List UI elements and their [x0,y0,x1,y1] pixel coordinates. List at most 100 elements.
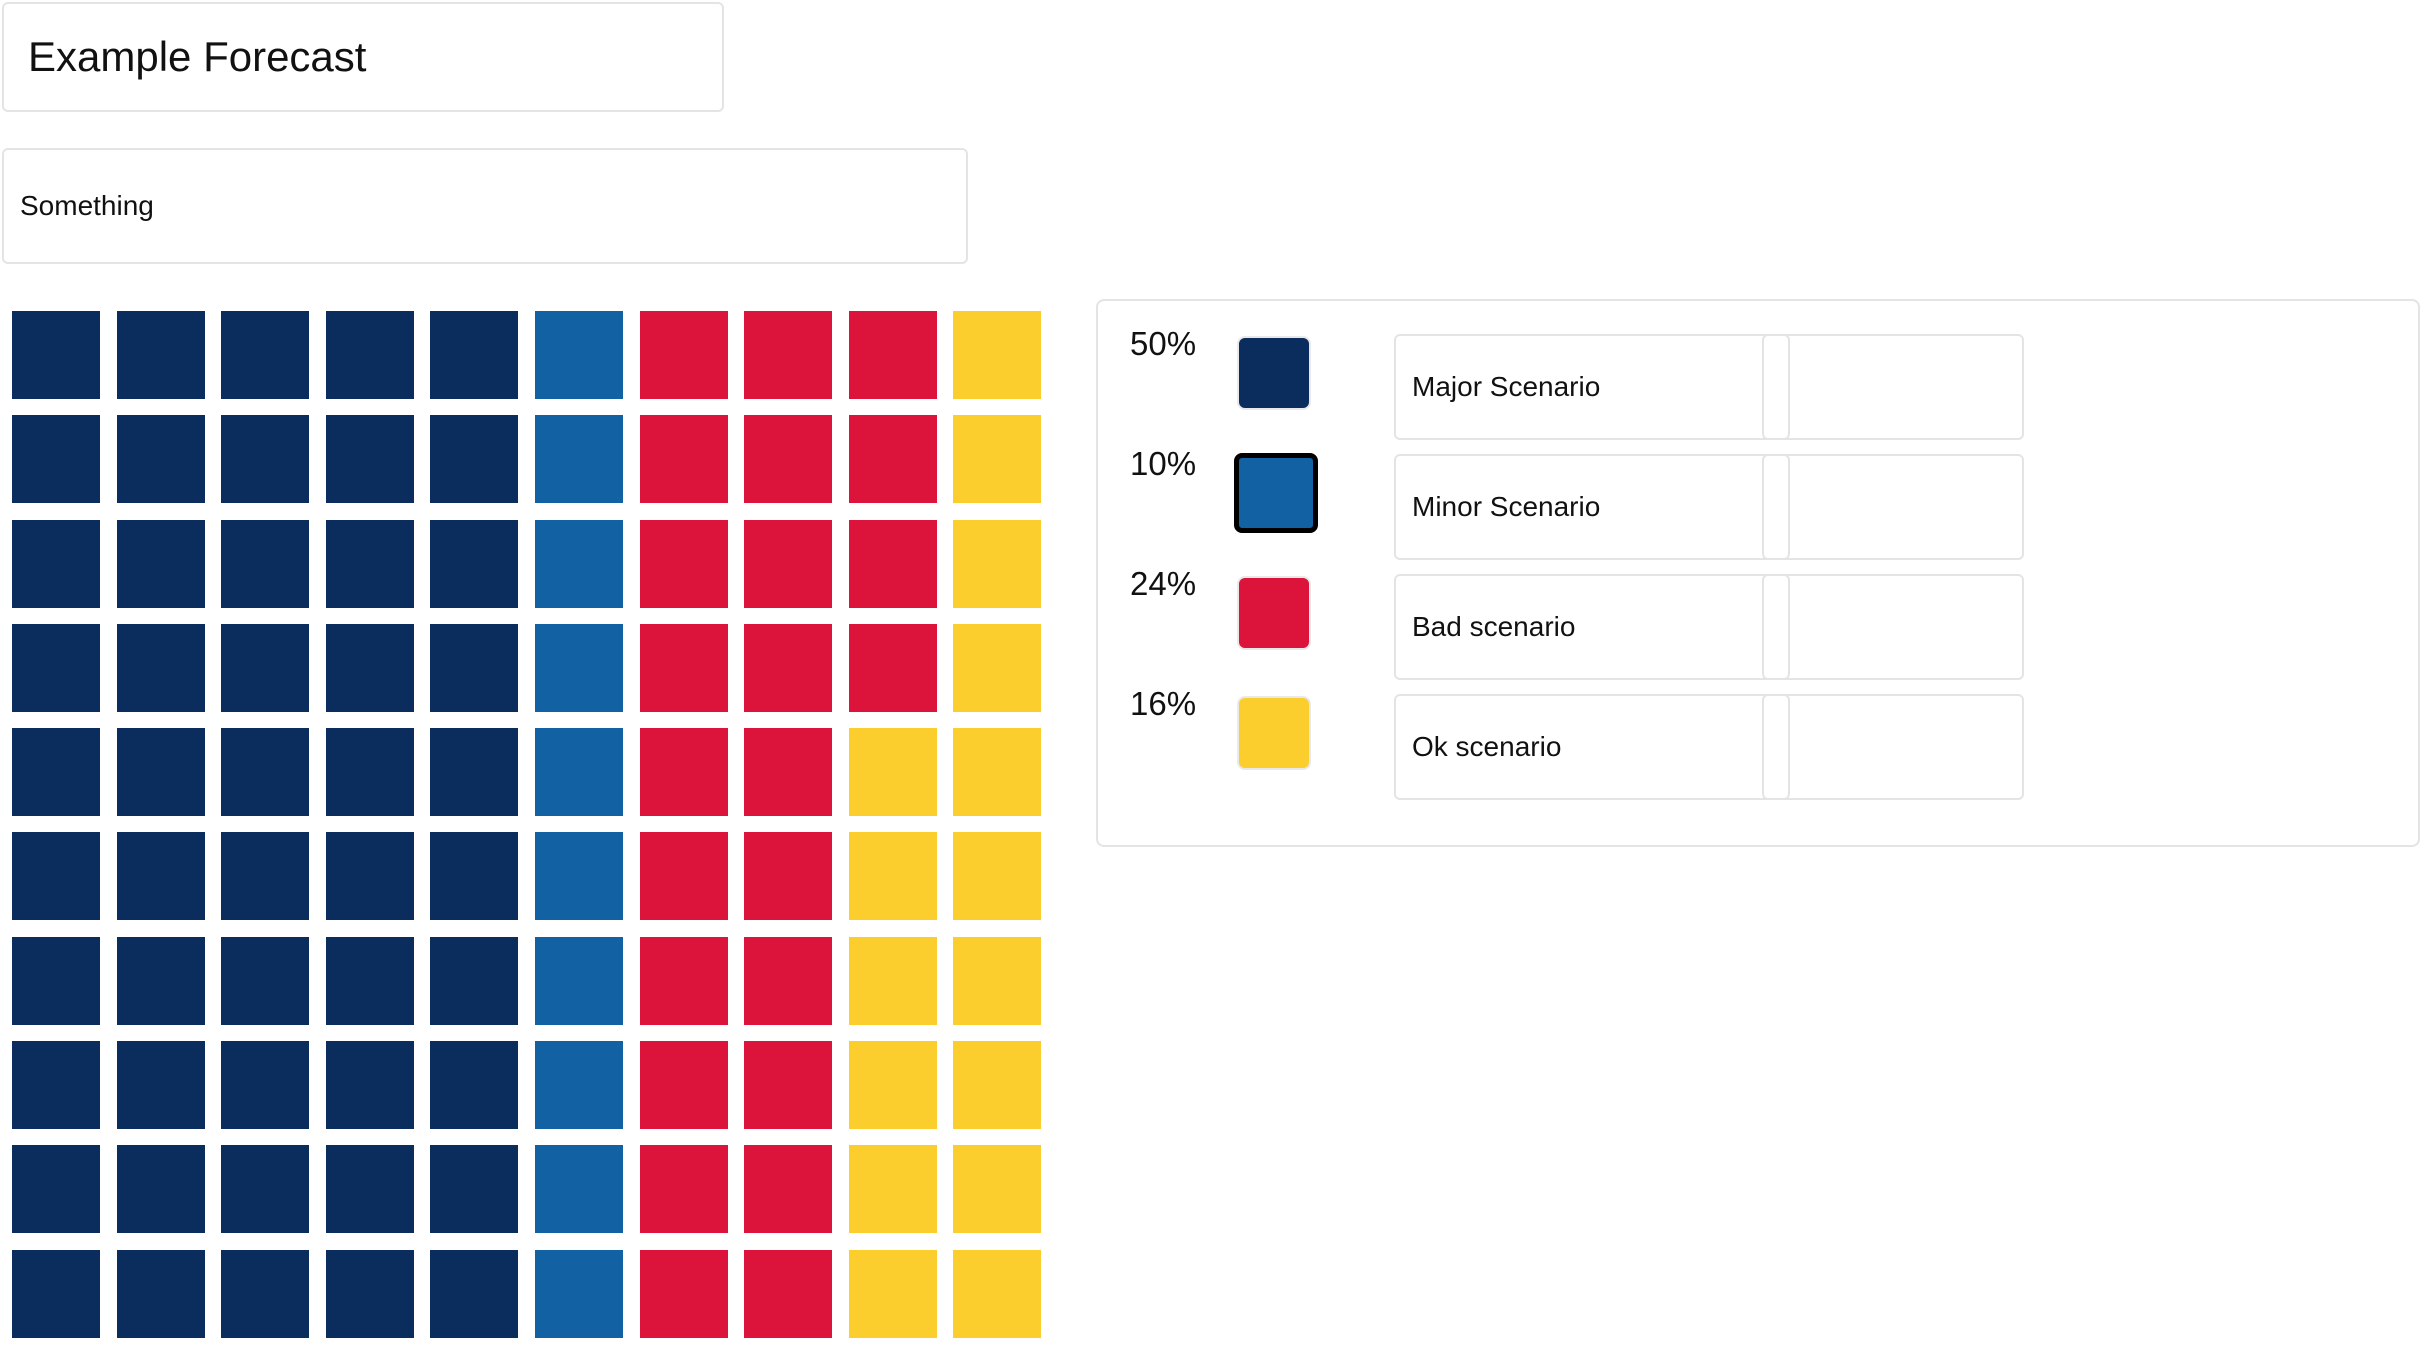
waffle-cell-ok-scenario [848,1041,937,1130]
waffle-cell-major-scenario [12,1041,100,1130]
waffle-cell-ok-scenario [953,623,1042,712]
waffle-cell-ok-scenario [953,1041,1042,1130]
waffle-cell-major-scenario [12,1249,100,1338]
waffle-cell-major-scenario [430,1145,519,1234]
scenario-name-field-bad[interactable]: Bad scenario [1394,574,2024,680]
waffle-cell-major-scenario [221,728,310,817]
waffle-cell-minor-scenario [534,623,623,712]
waffle-cell-bad-scenario [848,311,937,399]
waffle-cell-major-scenario [325,415,414,504]
waffle-cell-bad-scenario [848,519,937,608]
waffle-cell-major-scenario [325,1041,414,1130]
forecast-subtitle: Something [20,190,154,221]
waffle-cell-bad-scenario [744,1249,833,1338]
waffle-cell-major-scenario [221,1145,310,1234]
legend-row-major: 50% Major Scenario [1098,301,2418,440]
waffle-cell-bad-scenario [639,1249,728,1338]
waffle-cell-major-scenario [221,936,310,1025]
waffle-cell-major-scenario [430,1041,519,1130]
legend-percent: 10% [1130,445,1197,482]
waffle-cell-major-scenario [221,1041,310,1130]
scenario-name-field-minor[interactable]: Minor Scenario [1394,454,2024,560]
scenario-name: Major Scenario [1412,371,1601,402]
legend-row-bad: 24% Bad scenario [1098,541,2418,680]
waffle-cell-major-scenario [430,832,519,921]
waffle-cell-bad-scenario [848,415,937,504]
legend-row-minor: 10% Minor Scenario [1098,421,2418,560]
waffle-cell-major-scenario [430,936,519,1025]
waffle-cell-major-scenario [430,415,519,504]
legend-percent: 24% [1130,565,1197,602]
scenario-name: Minor Scenario [1412,491,1601,522]
waffle-cell-ok-scenario [848,832,937,921]
waffle-cell-major-scenario [221,832,310,921]
forecast-subtitle-field[interactable]: Something [2,148,968,264]
legend-percent: 50% [1130,325,1197,362]
field-divider [1762,336,1790,438]
waffle-cell-bad-scenario [639,728,728,817]
waffle-cell-major-scenario [116,311,205,399]
forecast-title-field[interactable]: Example Forecast [2,2,724,112]
waffle-cell-minor-scenario [534,519,623,608]
waffle-cell-major-scenario [116,415,205,504]
waffle-cell-major-scenario [430,1249,519,1338]
waffle-cell-ok-scenario [848,728,937,817]
waffle-cell-ok-scenario [953,936,1042,1025]
waffle-cell-major-scenario [221,623,310,712]
waffle-cell-bad-scenario [639,936,728,1025]
waffle-cell-major-scenario [325,1145,414,1234]
color-swatch-bad[interactable] [1237,576,1311,650]
waffle-cell-minor-scenario [534,415,623,504]
scenario-name: Ok scenario [1412,731,1562,762]
scenario-name-field-ok[interactable]: Ok scenario [1394,694,2024,800]
waffle-cell-ok-scenario [953,519,1042,608]
field-divider [1762,576,1790,678]
waffle-cell-major-scenario [12,936,100,1025]
waffle-cell-bad-scenario [744,1145,833,1234]
waffle-cell-major-scenario [325,623,414,712]
waffle-cell-ok-scenario [848,1249,937,1338]
waffle-cell-major-scenario [221,415,310,504]
waffle-cell-major-scenario [325,832,414,921]
waffle-cell-minor-scenario [534,1041,623,1130]
waffle-cell-bad-scenario [744,623,833,712]
legend-panel: 50% Major Scenario 10% Minor Scenario 24… [1096,299,2420,847]
waffle-cell-major-scenario [325,519,414,608]
waffle-cell-ok-scenario [953,1145,1042,1234]
waffle-cell-ok-scenario [953,1249,1042,1338]
waffle-cell-minor-scenario [534,311,623,399]
waffle-cell-bad-scenario [848,623,937,712]
waffle-cell-major-scenario [116,1041,205,1130]
waffle-cell-bad-scenario [744,311,833,399]
field-divider [1762,696,1790,798]
waffle-chart [12,311,1046,1338]
legend-row-ok: 16% Ok scenario [1098,661,2418,800]
waffle-cell-major-scenario [430,519,519,608]
color-swatch-minor[interactable] [1234,453,1318,533]
waffle-cell-major-scenario [430,311,519,399]
waffle-cell-ok-scenario [953,728,1042,817]
waffle-cell-minor-scenario [534,936,623,1025]
waffle-cell-major-scenario [325,311,414,399]
waffle-cell-major-scenario [12,311,100,399]
waffle-cell-major-scenario [116,1249,205,1338]
waffle-cell-major-scenario [116,832,205,921]
waffle-cell-ok-scenario [953,415,1042,504]
waffle-cell-major-scenario [116,728,205,817]
waffle-cell-bad-scenario [744,415,833,504]
waffle-cell-bad-scenario [744,936,833,1025]
waffle-cell-minor-scenario [534,1249,623,1338]
waffle-cell-bad-scenario [639,1041,728,1130]
waffle-cell-minor-scenario [534,1145,623,1234]
legend-percent: 16% [1130,685,1197,722]
waffle-cell-major-scenario [325,728,414,817]
color-swatch-ok[interactable] [1237,696,1311,770]
scenario-name-field-major[interactable]: Major Scenario [1394,334,2024,440]
waffle-cell-ok-scenario [848,936,937,1025]
waffle-cell-minor-scenario [534,728,623,817]
waffle-cell-major-scenario [221,311,310,399]
waffle-cell-major-scenario [12,519,100,608]
color-swatch-major[interactable] [1237,336,1311,410]
waffle-cell-bad-scenario [744,728,833,817]
waffle-cell-bad-scenario [639,832,728,921]
